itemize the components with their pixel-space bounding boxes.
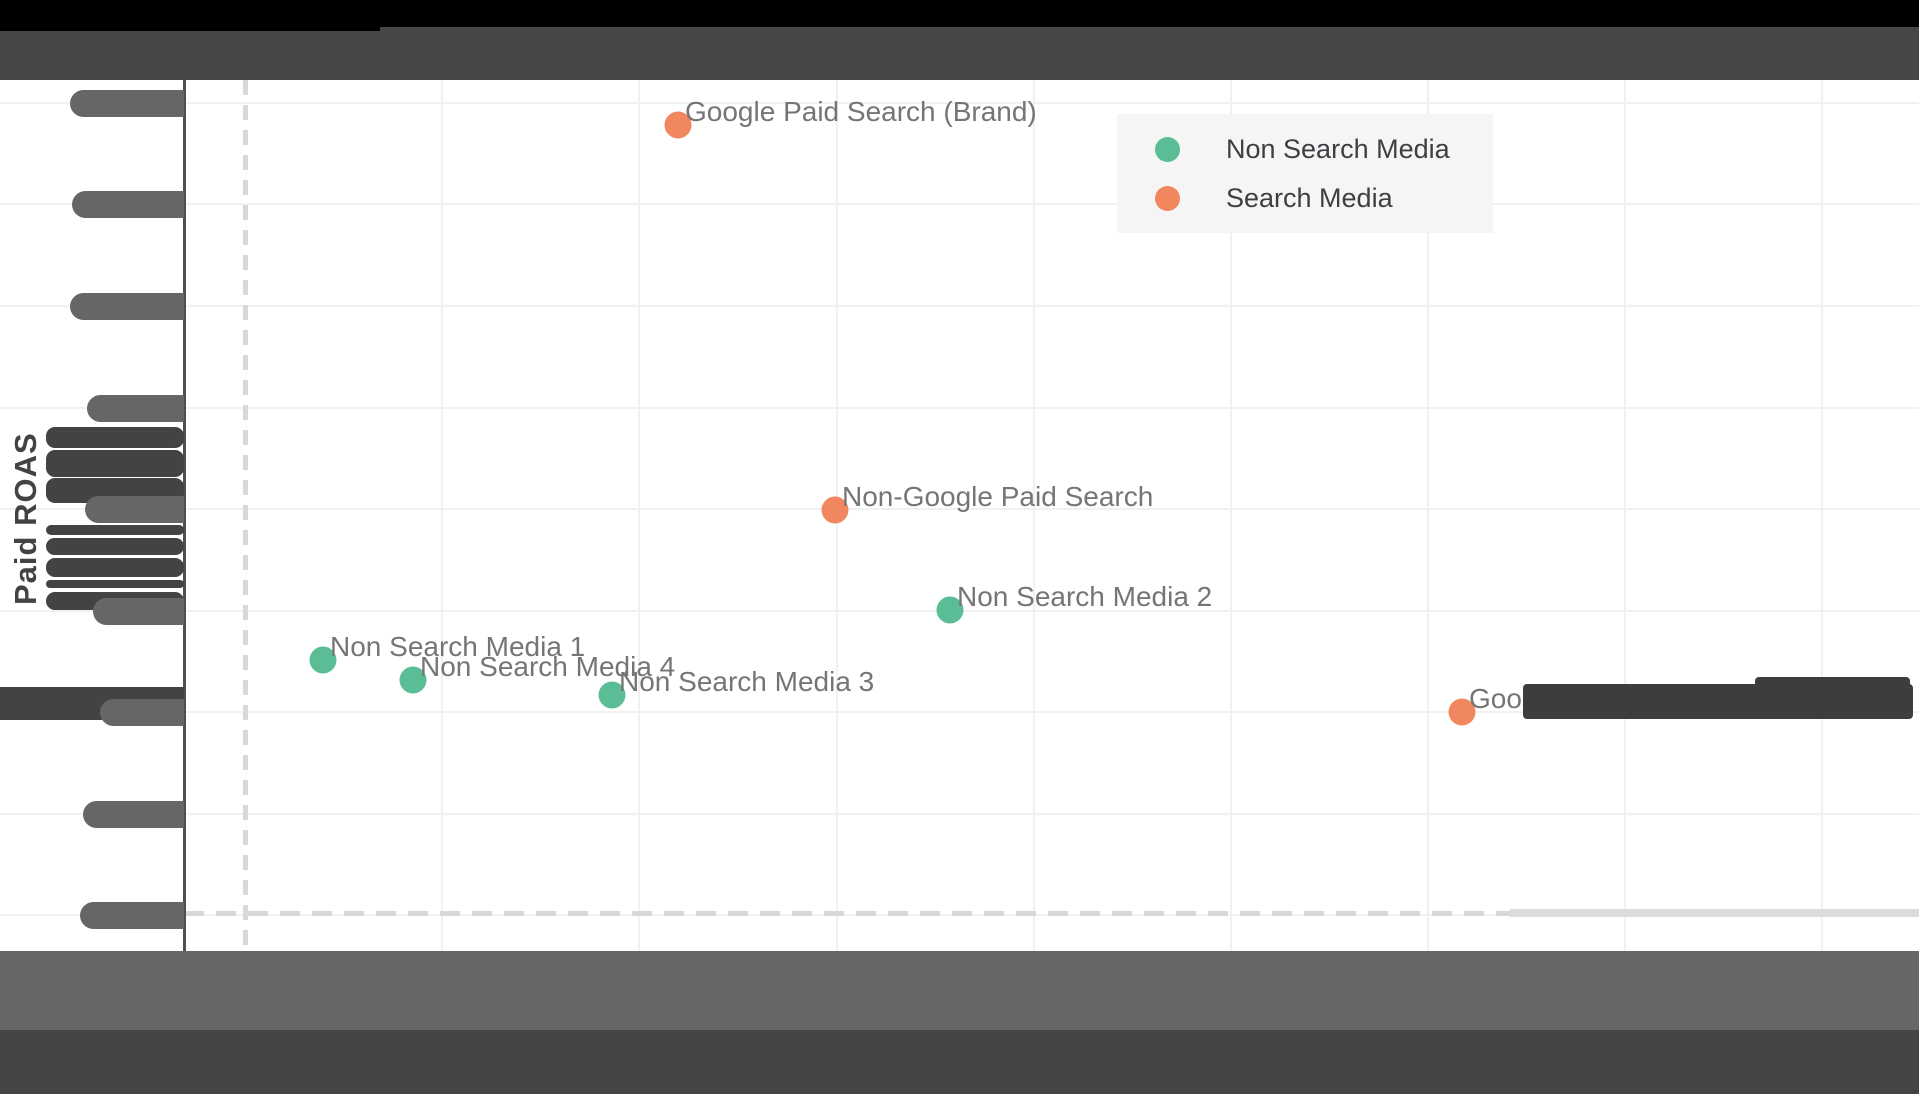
- data-point-dot[interactable]: [399, 666, 427, 694]
- legend-label: Non Search Media: [1226, 133, 1450, 164]
- gridline-horizontal: [0, 407, 1919, 409]
- redaction-bar: [46, 450, 184, 477]
- header-redaction-bar: [0, 27, 1919, 80]
- gridline-horizontal: [0, 813, 1919, 815]
- point-label-redaction-bar: [1755, 677, 1910, 691]
- x-axis-redaction-bar: [0, 951, 1919, 1030]
- gridline-vertical: [1427, 80, 1429, 951]
- legend: Non Search Media Search Media: [1117, 114, 1493, 233]
- y-axis-line: [183, 80, 186, 951]
- legend-label: Search Media: [1226, 182, 1393, 213]
- data-point-dot[interactable]: [309, 646, 337, 674]
- gridline-vertical: [1821, 80, 1823, 951]
- y-tick-label-redaction: [70, 90, 184, 117]
- gridline-vertical: [1624, 80, 1626, 951]
- redaction-bar: [46, 558, 184, 577]
- gridline-horizontal: [0, 711, 1919, 713]
- redaction-bar: [46, 427, 184, 448]
- data-point-label: Non-Google Paid Search: [842, 481, 1154, 512]
- gridline-horizontal: [0, 203, 1919, 205]
- y-tick-label-redaction: [93, 598, 184, 625]
- y-tick-label-redaction: [80, 902, 184, 929]
- legend-item[interactable]: Search Media: [1155, 182, 1393, 213]
- y-axis-title: Paid ROAS: [8, 432, 43, 606]
- gridline-vertical: [1230, 80, 1232, 951]
- horizontal-dashed-reference-line: [184, 911, 1919, 916]
- data-point-label: Google Paid Search (Brand): [685, 96, 1037, 127]
- y-tick-label-redaction: [87, 395, 184, 422]
- reference-line-redaction-bar: [1510, 909, 1919, 917]
- gridline-vertical: [1033, 80, 1035, 951]
- y-tick-label-redaction: [72, 191, 184, 218]
- data-point-label: Non Search Media 3: [619, 666, 875, 697]
- redaction-bar: [46, 525, 184, 535]
- y-tick-label-redaction: [83, 801, 184, 828]
- legend-item[interactable]: Non Search Media: [1155, 133, 1450, 164]
- y-tick-label-redaction: [100, 699, 184, 726]
- footer-redaction-bar: [0, 1030, 1919, 1094]
- redaction-bar: [46, 580, 184, 588]
- data-point-dot[interactable]: [598, 681, 626, 709]
- top-black-bar: [0, 27, 380, 31]
- data-point-dot[interactable]: [664, 111, 692, 139]
- top-black-bar: [0, 0, 1919, 27]
- y-tick-label-redaction: [85, 496, 184, 523]
- y-tick-label-redaction: [70, 293, 184, 320]
- redaction-bar: [46, 538, 184, 555]
- data-point-dot[interactable]: [936, 596, 964, 624]
- data-point-dot[interactable]: [821, 496, 849, 524]
- gridline-vertical: [441, 80, 443, 951]
- data-point-label: Non Search Media 4: [420, 651, 676, 682]
- data-point-label: Goo: [1469, 683, 1522, 714]
- gridline-horizontal: [0, 102, 1919, 104]
- data-point-label: Non Search Media 2: [957, 581, 1213, 612]
- data-point-label: Non Search Media 1: [330, 631, 586, 662]
- legend-swatch-icon: [1155, 185, 1180, 211]
- legend-swatch-icon: [1155, 136, 1180, 162]
- vertical-dashed-reference-line: [243, 80, 248, 951]
- gridline-vertical: [638, 80, 640, 951]
- gridline-horizontal: [0, 305, 1919, 307]
- data-point-dot[interactable]: [1448, 698, 1476, 726]
- gridline-horizontal: [0, 508, 1919, 510]
